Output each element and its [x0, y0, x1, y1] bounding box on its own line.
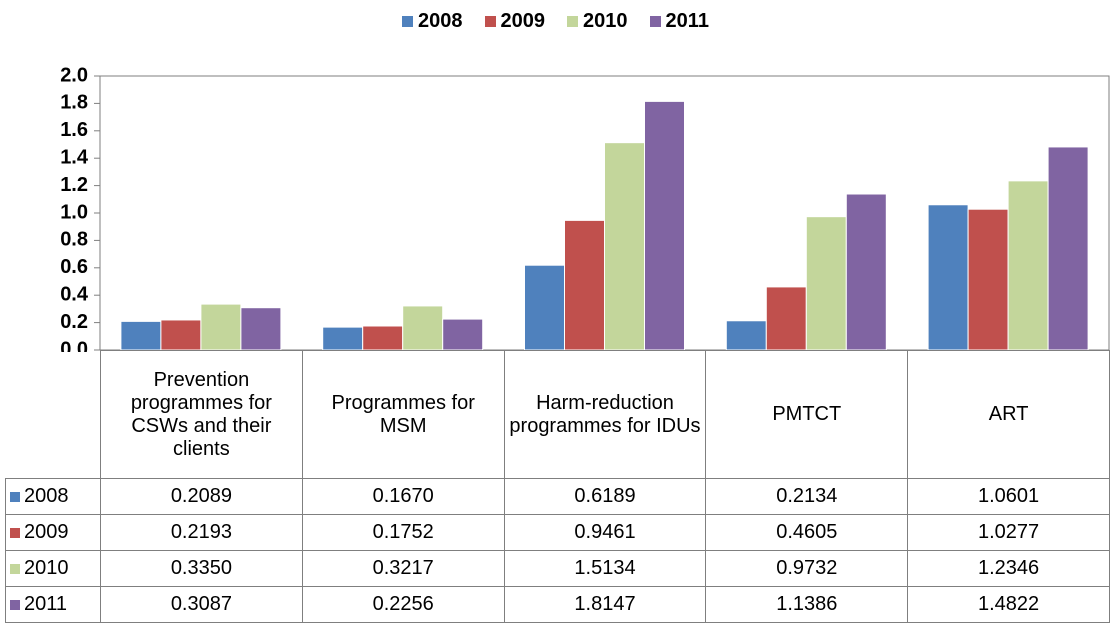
- value-label: 1.8147: [503, 586, 707, 623]
- value-label: 0.2193: [100, 514, 303, 551]
- value-label: 1.2346: [907, 550, 1110, 587]
- bar: [402, 305, 444, 351]
- y-tick-label: 0.0: [60, 338, 88, 352]
- bar: [120, 320, 162, 351]
- bar: [805, 216, 847, 351]
- bar: [524, 264, 565, 351]
- legend-key: [10, 528, 20, 538]
- value-label: 0.3087: [100, 586, 303, 623]
- legend-label: 2009: [500, 10, 546, 32]
- series-name: 2008: [24, 485, 69, 507]
- chart: 0.0 0.2 0.4 0.6 0.8 1.0 1.2 1.4 1.6 1.8 2.0: [60, 64, 1110, 352]
- bar: [765, 286, 807, 351]
- value-label: 1.1386: [705, 586, 909, 623]
- value-label: 0.3217: [301, 550, 505, 587]
- value-label: 0.1670: [301, 478, 505, 515]
- header-row: Prevention programmes for CSWs and their…: [6, 350, 1110, 479]
- y-tick-label: 1.4: [60, 146, 89, 168]
- legend-label: 2010: [583, 10, 628, 32]
- series-cell: 2009: [5, 514, 101, 551]
- value-label: 1.0277: [907, 514, 1110, 551]
- legend-key: [10, 564, 20, 574]
- category-label: Prevention programmes for CSWs and their…: [100, 350, 303, 479]
- series-row: 2008 0.2089 0.1670 0.6189 0.2134 1.0601: [5, 478, 1110, 515]
- bar: [442, 318, 484, 351]
- value-label: 0.9461: [503, 514, 707, 551]
- legend-item: 2009: [484, 10, 546, 33]
- bar: [322, 326, 364, 351]
- legend-key: [402, 16, 414, 27]
- value-label: 0.2089: [100, 478, 303, 515]
- series-row: 2011 0.3087 0.2256 1.8147 1.1386 1.4822: [5, 586, 1110, 623]
- y-tick-label: 0.8: [60, 229, 88, 251]
- legend-item: 2011: [649, 10, 709, 33]
- corner-cell: [6, 351, 101, 479]
- bar: [564, 219, 605, 351]
- legend-label: 2011: [665, 10, 709, 32]
- legend-key: [10, 600, 20, 610]
- legend: 2008 2009 2010 2011: [0, 10, 1111, 33]
- y-tick-label: 1.8: [60, 92, 88, 114]
- bar: [1047, 146, 1089, 351]
- y-tick-label: 0.4: [60, 283, 89, 305]
- bar: [362, 325, 404, 351]
- series-name: 2010: [24, 557, 69, 579]
- y-tick-label: 1.2: [60, 174, 88, 196]
- bar: [927, 204, 969, 351]
- series-cell: 2011: [5, 586, 101, 623]
- bar: [644, 100, 685, 351]
- bar: [967, 208, 1009, 351]
- series-name: 2009: [24, 521, 69, 543]
- value-label: 0.2256: [301, 586, 505, 623]
- y-tick-label: 1.0: [60, 201, 88, 223]
- series-row: 2009 0.2193 0.1752 0.9461 0.4605 1.0277: [5, 514, 1110, 551]
- legend-item: 2008: [402, 10, 463, 33]
- category-label: Programmes for MSM: [301, 350, 505, 479]
- value-label: 0.2134: [705, 478, 909, 515]
- value-label: 1.5134: [503, 550, 707, 587]
- bar: [160, 319, 202, 351]
- bar: [240, 307, 282, 351]
- category-label: PMTCT: [705, 350, 909, 479]
- bar: [845, 193, 887, 351]
- y-tick-label: 2.0: [60, 64, 88, 86]
- value-label: 1.0601: [907, 478, 1110, 515]
- value-label: 0.6189: [503, 478, 707, 515]
- value-label: 0.4605: [705, 514, 909, 551]
- value-label: 0.1752: [301, 514, 505, 551]
- bar: [1007, 180, 1049, 351]
- category-label: ART: [907, 350, 1110, 479]
- data-table: Prevention programmes for CSWs and their…: [5, 350, 1110, 623]
- y-tick-label: 0.2: [60, 311, 88, 333]
- series-row: 2010 0.3350 0.3217 1.5134 0.9732 1.2346: [5, 550, 1110, 587]
- legend-key: [567, 16, 579, 27]
- legend-key: [649, 16, 661, 27]
- bar: [725, 320, 767, 351]
- value-label: 1.4822: [907, 586, 1110, 623]
- legend-item: 2010: [567, 10, 628, 33]
- bar: [200, 303, 242, 351]
- legend-key: [10, 492, 20, 502]
- y-tick-label: 1.6: [60, 119, 88, 141]
- bar: [604, 142, 645, 351]
- category-label: Harm-reduction programmes for IDUs: [503, 350, 707, 479]
- y-tick-label: 0.6: [60, 256, 88, 278]
- series-cell: 2008: [5, 478, 101, 515]
- value-label: 0.9732: [705, 550, 909, 587]
- series-cell: 2010: [5, 550, 101, 587]
- legend-label: 2008: [418, 10, 463, 32]
- legend-key: [484, 16, 496, 27]
- value-label: 0.3350: [100, 550, 303, 587]
- series-name: 2011: [24, 593, 68, 615]
